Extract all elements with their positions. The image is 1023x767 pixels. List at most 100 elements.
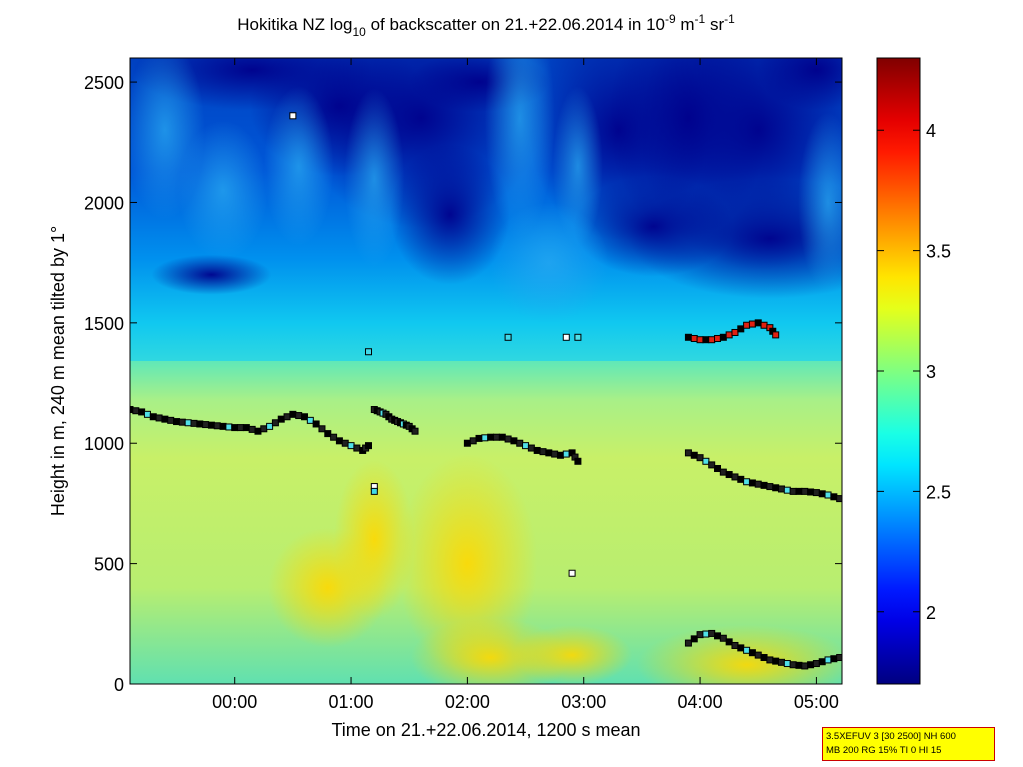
cloud-marker: [697, 337, 703, 343]
cloud-marker: [499, 434, 505, 440]
cloud-marker: [726, 639, 732, 645]
y-tick-label: 2000: [84, 193, 124, 213]
cloud-marker: [546, 450, 552, 456]
cloud-marker: [534, 447, 540, 453]
cloud-marker: [331, 434, 337, 440]
cloud-marker: [738, 645, 744, 651]
cloud-marker: [464, 440, 470, 446]
y-tick-label: 500: [94, 555, 124, 575]
cloud-marker: [784, 487, 790, 493]
cloud-marker: [290, 411, 296, 417]
cloud-marker: [249, 426, 255, 432]
cloud-marker: [365, 443, 371, 449]
cloud-marker: [185, 420, 191, 426]
cloud-marker: [168, 417, 174, 423]
high-signal-region: [268, 528, 388, 648]
cloud-marker: [697, 455, 703, 461]
cloud-marker: [796, 488, 802, 494]
cloud-marker: [272, 420, 278, 426]
x-tick-label: 05:00: [794, 692, 839, 712]
cloud-marker: [715, 633, 721, 639]
cloud-marker: [779, 659, 785, 665]
cloud-marker: [744, 479, 750, 485]
cloud-marker: [732, 329, 738, 335]
x-axis-label: Time on 21.+22.06.2014, 1200 s mean: [331, 720, 640, 740]
cloud-marker: [715, 335, 721, 341]
cloud-marker: [214, 423, 220, 429]
chart-title-text: Hokitika NZ log10 of backscatter on 21.+…: [237, 12, 735, 39]
cloud-marker: [749, 650, 755, 656]
y-tick-label: 1000: [84, 434, 124, 454]
cloud-marker: [208, 422, 214, 428]
info-line-1: 3.5XEFUV 3 [30 2500] NH 600: [826, 730, 991, 744]
cloud-marker: [156, 415, 162, 421]
cloud-marker: [738, 476, 744, 482]
cloud-marker: [197, 421, 203, 427]
cloud-marker: [761, 655, 767, 661]
cloud-marker: [278, 416, 284, 422]
cloud-marker: [563, 451, 569, 457]
cloud-marker: [313, 421, 319, 427]
colorbar-tick-label: 3.5: [926, 242, 951, 262]
cloud-marker: [726, 332, 732, 338]
cloud-marker: [563, 334, 569, 340]
cloud-marker: [150, 414, 156, 420]
cloud-marker: [133, 408, 139, 414]
title-segment: -1: [695, 12, 706, 26]
cloud-marker: [243, 425, 249, 431]
cloud-marker: [505, 334, 511, 340]
cloud-marker: [139, 409, 145, 415]
cloud-marker: [307, 417, 313, 423]
cloud-marker: [825, 492, 831, 498]
cloud-marker: [557, 452, 563, 458]
cloud-marker: [720, 334, 726, 340]
cloud-marker: [773, 332, 779, 338]
y-axis-label: Height in m, 240 m mean tilted by 1°: [48, 226, 68, 516]
cloud-marker: [482, 435, 488, 441]
cloud-marker: [691, 452, 697, 458]
title-segment: of backscatter on 21.+22.06.2014 in 10: [366, 15, 665, 34]
x-tick-label: 01:00: [329, 692, 374, 712]
cloud-marker: [552, 451, 558, 457]
title-segment: 10: [352, 25, 366, 39]
cloud-marker: [342, 440, 348, 446]
title-segment: m: [676, 15, 695, 34]
cloud-marker: [761, 482, 767, 488]
cloud-marker: [691, 335, 697, 341]
cloud-marker: [685, 334, 691, 340]
colorbar-tick-label: 4: [926, 121, 936, 141]
cloud-marker: [738, 326, 744, 332]
cloud-marker: [784, 661, 790, 667]
cloud-marker: [267, 423, 273, 429]
cloud-marker: [732, 642, 738, 648]
cloud-marker: [732, 474, 738, 480]
cloud-marker: [825, 657, 831, 663]
y-tick-label: 2500: [84, 73, 124, 93]
cloud-marker: [703, 631, 709, 637]
cloud-marker: [685, 640, 691, 646]
cloud-marker: [709, 462, 715, 468]
cloud-marker: [831, 656, 837, 662]
colorbar-tick-label: 2: [926, 603, 936, 623]
cloud-marker: [232, 425, 238, 431]
cloud-marker: [703, 458, 709, 464]
cloud-marker: [715, 466, 721, 472]
x-tick-label: 03:00: [561, 692, 606, 712]
cloud-marker: [790, 662, 796, 668]
cloud-marker: [709, 337, 715, 343]
cloud-marker: [709, 630, 715, 636]
plume-region: [264, 86, 334, 246]
cloud-marker: [523, 443, 529, 449]
cloud-marker: [569, 570, 575, 576]
x-tick-label: 00:00: [212, 692, 257, 712]
cloud-marker: [819, 659, 825, 665]
y-tick-label: 0: [114, 675, 124, 695]
plume-region: [798, 112, 858, 292]
cloud-marker: [517, 440, 523, 446]
cloud-marker: [813, 490, 819, 496]
cloud-marker: [325, 431, 331, 437]
cloud-marker: [808, 489, 814, 495]
cloud-marker: [336, 438, 342, 444]
cloud-marker: [685, 450, 691, 456]
cloud-marker: [412, 428, 418, 434]
